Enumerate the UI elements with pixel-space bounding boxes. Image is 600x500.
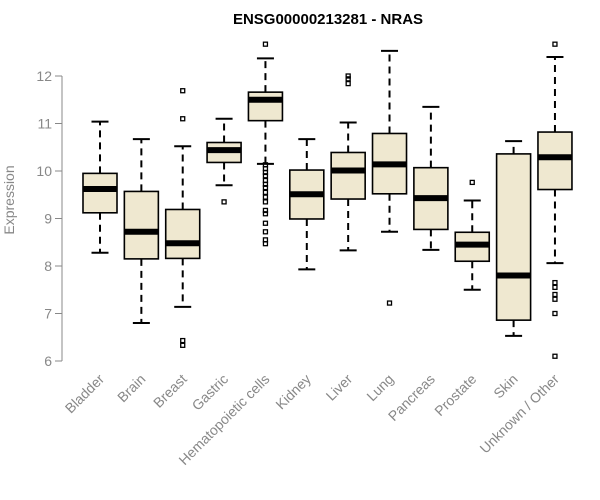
box-skin xyxy=(495,140,532,337)
box-gastric xyxy=(206,117,242,205)
y-tick-label: 6 xyxy=(44,353,52,369)
outlier-point xyxy=(262,220,269,226)
y-tick-label: 7 xyxy=(44,306,52,322)
box-iqr xyxy=(330,151,366,200)
box-kidney xyxy=(288,138,325,271)
outlier-point xyxy=(221,199,227,205)
y-axis: 6 7 8 9 10 11 12 xyxy=(36,68,63,369)
y-tick-label: 10 xyxy=(36,163,52,179)
outlier-point xyxy=(180,88,186,94)
box-unknown-other xyxy=(537,41,573,359)
box-iqr xyxy=(164,208,201,260)
y-tick-label: 8 xyxy=(44,258,52,274)
outlier-point xyxy=(552,279,558,286)
outlier-point xyxy=(180,337,186,344)
box-prostate xyxy=(454,179,491,291)
outlier-point xyxy=(262,41,269,47)
outlier-point xyxy=(180,342,186,348)
outlier-point xyxy=(262,189,269,196)
x-label: Breast xyxy=(150,371,190,411)
outlier-point xyxy=(262,177,269,184)
box-iqr xyxy=(82,172,118,214)
x-label: Skin xyxy=(490,371,521,402)
y-axis-title: Expression xyxy=(1,165,17,234)
y-tick-label: 11 xyxy=(37,116,52,132)
outlier-point xyxy=(552,291,558,298)
outlier-point xyxy=(262,162,269,168)
box-brain xyxy=(123,138,160,324)
outlier-point xyxy=(552,41,558,47)
y-tick-label: 9 xyxy=(44,211,52,227)
x-label: Lung xyxy=(363,371,396,404)
outlier-point xyxy=(552,296,558,302)
box-iqr xyxy=(537,131,573,191)
outlier-point xyxy=(469,179,475,186)
outlier-point xyxy=(386,300,393,306)
x-label: Bladder xyxy=(62,371,108,417)
y-tick-label: 12 xyxy=(36,68,52,84)
box-bladder xyxy=(82,120,118,254)
x-label: Brain xyxy=(114,371,148,405)
box-iqr xyxy=(495,153,532,321)
outlier-point xyxy=(262,229,269,235)
outlier-point xyxy=(262,199,269,205)
box-hematopoietic-cells xyxy=(247,41,284,247)
outlier-point xyxy=(552,310,558,317)
outlier-point xyxy=(552,353,558,359)
outlier-point xyxy=(345,73,351,79)
box-lung xyxy=(371,49,408,306)
outlier-point xyxy=(345,76,351,82)
outlier-point xyxy=(262,194,269,200)
x-label: Liver xyxy=(323,371,356,404)
x-label: Kidney xyxy=(272,371,314,413)
outlier-point xyxy=(262,184,269,191)
chart-title: ENSG00000213281 - NRAS xyxy=(233,11,423,28)
x-label: Unknown / Other xyxy=(476,371,562,457)
box-iqr xyxy=(123,190,160,260)
outlier-point xyxy=(345,80,351,87)
box-iqr xyxy=(247,91,284,122)
outlier-point xyxy=(262,211,269,217)
outlier-point xyxy=(262,237,269,243)
outlier-point xyxy=(180,116,186,122)
outlier-point xyxy=(552,284,558,291)
box-pancreas xyxy=(413,105,449,251)
plot-area xyxy=(82,41,573,359)
box-liver xyxy=(330,73,366,252)
outlier-point xyxy=(262,207,269,214)
outlier-point xyxy=(262,173,269,179)
box-breast xyxy=(164,88,201,348)
x-label: Prostate xyxy=(431,371,479,419)
